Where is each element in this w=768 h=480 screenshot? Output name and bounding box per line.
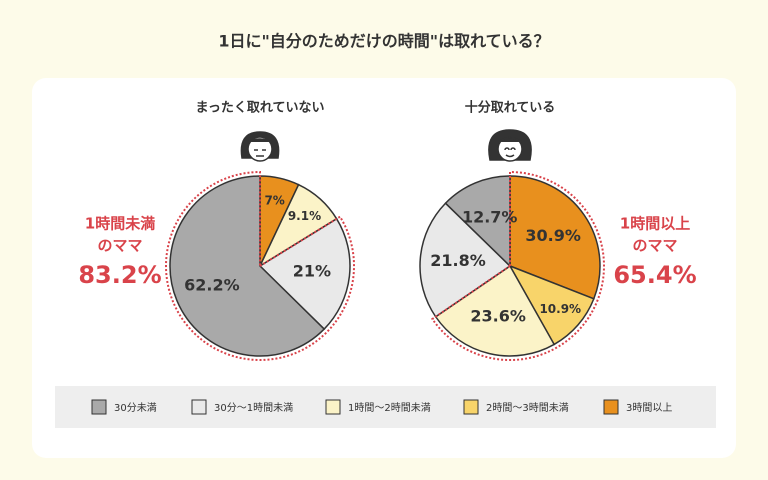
pie-title: 十分取れている <box>465 100 556 116</box>
callout-label: のママ <box>97 237 142 255</box>
pie-title: まったく取れていない <box>195 101 324 116</box>
slice-label: 23.6% <box>470 306 526 325</box>
legend-swatch <box>91 399 107 415</box>
legend-swatch <box>325 399 341 415</box>
pie-slice <box>434 264 556 357</box>
legend-swatch <box>191 399 207 415</box>
callout-value: 83.2% <box>78 261 161 289</box>
callout-label: 1時間以上 <box>620 215 690 233</box>
pie-slice <box>169 175 326 357</box>
legend-label: 2時間〜3時間未満 <box>486 402 569 414</box>
legend-label: 3時間以上 <box>626 402 672 414</box>
callout-value: 65.4% <box>613 261 696 289</box>
slice-label: 12.7% <box>462 207 518 226</box>
pie-slice <box>419 202 512 318</box>
slice-label: 10.9% <box>539 302 581 316</box>
slice-label: 30.9% <box>525 226 581 245</box>
legend-swatch <box>463 399 479 415</box>
callout-label: のママ <box>632 237 677 255</box>
legend-label: 30分〜1時間未満 <box>214 402 293 414</box>
slice-label: 7% <box>264 194 284 208</box>
card <box>32 78 736 458</box>
pie-slice <box>444 175 511 268</box>
pie-slice <box>509 175 601 300</box>
slice-label: 62.2% <box>184 276 240 295</box>
callout-label: 1時間未満 <box>85 215 155 233</box>
face-icon <box>488 129 532 162</box>
legend-label: 1時間〜2時間未満 <box>348 402 431 414</box>
slice-label: 21.8% <box>430 251 486 270</box>
chart-title: 1日に"自分のためだけの時間"は取れている？ <box>218 32 549 51</box>
highlight-outline <box>165 170 355 361</box>
slice-label: 9.1% <box>288 209 321 223</box>
slice-label: 21% <box>293 261 331 280</box>
legend-label: 30分未満 <box>114 402 157 414</box>
face-icon <box>240 131 280 162</box>
legend-swatch <box>603 399 619 415</box>
pie-slice <box>258 217 351 331</box>
